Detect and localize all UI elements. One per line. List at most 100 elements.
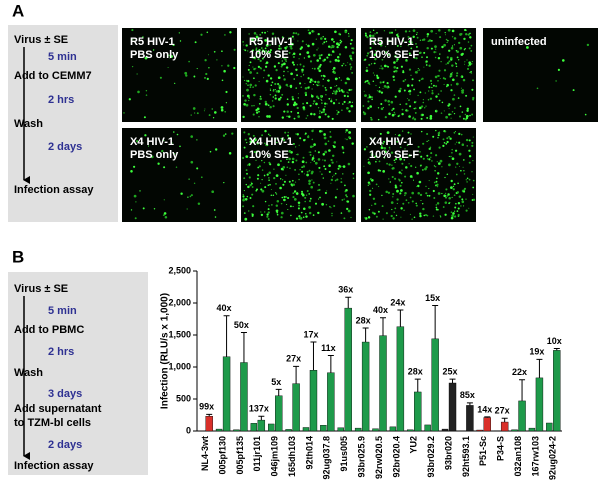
x-tick-label: P51-Sc [478, 436, 488, 466]
error-bar [293, 365, 300, 384]
x-tick-label: 93br029.2 [426, 436, 436, 478]
fold-label: 137x [249, 404, 269, 414]
error-bar [380, 317, 386, 336]
workflow-step: Add to PBMC [14, 324, 84, 336]
workflow-step: Infection assay [14, 460, 94, 472]
bar [327, 372, 335, 432]
x-tick-label: YU2 [409, 436, 419, 454]
bar [320, 425, 327, 432]
error-bar [432, 305, 439, 339]
bar [553, 350, 561, 432]
image-label: 10% SE-F [369, 49, 419, 61]
x-tick-label: 93br025.9 [356, 436, 366, 478]
x-tick-label: 92br020.4 [391, 436, 401, 478]
bar [535, 377, 544, 432]
bar [302, 427, 310, 432]
fold-label: 15x [425, 293, 440, 303]
fold-label: 27x [495, 406, 510, 416]
micrograph [122, 28, 237, 122]
workflow-duration: 3 days [48, 388, 82, 400]
bar [257, 419, 266, 432]
workflow-box [8, 272, 148, 475]
fold-label: 17x [303, 329, 318, 339]
fold-label: 24x [390, 297, 405, 307]
error-bar [484, 416, 491, 418]
bar [292, 383, 300, 432]
workflow-duration: 2 days [48, 439, 82, 451]
panel-label: A [12, 1, 24, 20]
y-tick-label: 1,000 [168, 361, 191, 371]
error-bar [327, 354, 334, 373]
error-bar [466, 402, 473, 406]
x-tick-label: 011jr101 [252, 436, 262, 472]
y-tick-label: 0 [186, 425, 191, 435]
fold-label: 14x [477, 404, 492, 414]
error-bar [553, 347, 560, 351]
micrograph-dots [242, 29, 355, 120]
error-bar [362, 327, 369, 343]
x-tick-label: 92ht593.1 [461, 436, 471, 477]
error-bar [223, 315, 230, 357]
x-tick-label: 032an108 [513, 436, 523, 477]
image-label: R5 HIV-1 [130, 36, 175, 48]
image-label: 10% SE [249, 149, 289, 161]
image-label: R5 HIV-1 [249, 36, 294, 48]
workflow-duration: 5 min [48, 51, 77, 63]
bar [222, 356, 231, 432]
error-bar [310, 341, 317, 371]
fold-label: 11x [321, 343, 336, 353]
x-tick-label: 005pf130 [217, 436, 227, 475]
error-bar [501, 417, 508, 423]
bar [476, 429, 483, 432]
bar [233, 429, 240, 432]
bar [372, 428, 379, 432]
x-tick-label: 005pf135 [235, 436, 245, 475]
workflow-step: Add to CEMM7 [14, 70, 92, 82]
x-tick-label: P34-S [496, 436, 506, 461]
workflow-step: Wash [14, 367, 43, 379]
image-label: 10% SE [249, 49, 289, 61]
bar [250, 423, 258, 432]
error-bar [345, 296, 352, 309]
micrograph-dots [123, 29, 236, 119]
bar [344, 307, 352, 432]
fold-label: 99x [199, 402, 214, 412]
fold-label: 22x [512, 367, 527, 377]
image-label: uninfected [491, 36, 547, 48]
fold-label: 5x [271, 377, 281, 387]
workflow-duration: 5 min [48, 305, 77, 317]
bar [466, 405, 474, 432]
y-tick-label: 2,500 [168, 265, 191, 275]
x-tick-label: 165dh103 [287, 436, 297, 477]
workflow-duration: 2 hrs [48, 94, 74, 106]
bar [546, 422, 553, 432]
micrograph-dots [130, 131, 234, 220]
bar [215, 428, 223, 432]
workflow-step: to TZM-bl cells [14, 417, 91, 429]
error-bar [240, 331, 247, 363]
bar [361, 341, 370, 432]
y-tick-label: 500 [176, 393, 191, 403]
y-axis-label: Infection (RLU/s x 1,000) [160, 293, 171, 409]
micrograph [122, 128, 237, 222]
error-bar [449, 378, 456, 383]
bar [309, 370, 318, 432]
x-tick-label: 046jm109 [270, 436, 280, 477]
workflow-duration: 2 days [48, 141, 82, 153]
x-tick-label: 92th014 [304, 436, 314, 470]
fold-label: 40x [217, 303, 232, 313]
bar [431, 338, 439, 432]
image-label: 10% SE-F [369, 149, 419, 161]
micrograph-dots [362, 28, 475, 121]
image-label: X4 HIV-1 [249, 136, 293, 148]
error-bar [397, 309, 404, 327]
bar [518, 400, 526, 432]
bar [407, 429, 414, 432]
x-tick-label: 92ug037.8 [322, 436, 332, 480]
image-label: R5 HIV-1 [369, 36, 414, 48]
fold-label: 10x [547, 336, 562, 346]
bar [396, 326, 405, 432]
error-bar [414, 378, 421, 392]
error-bar [519, 379, 526, 401]
